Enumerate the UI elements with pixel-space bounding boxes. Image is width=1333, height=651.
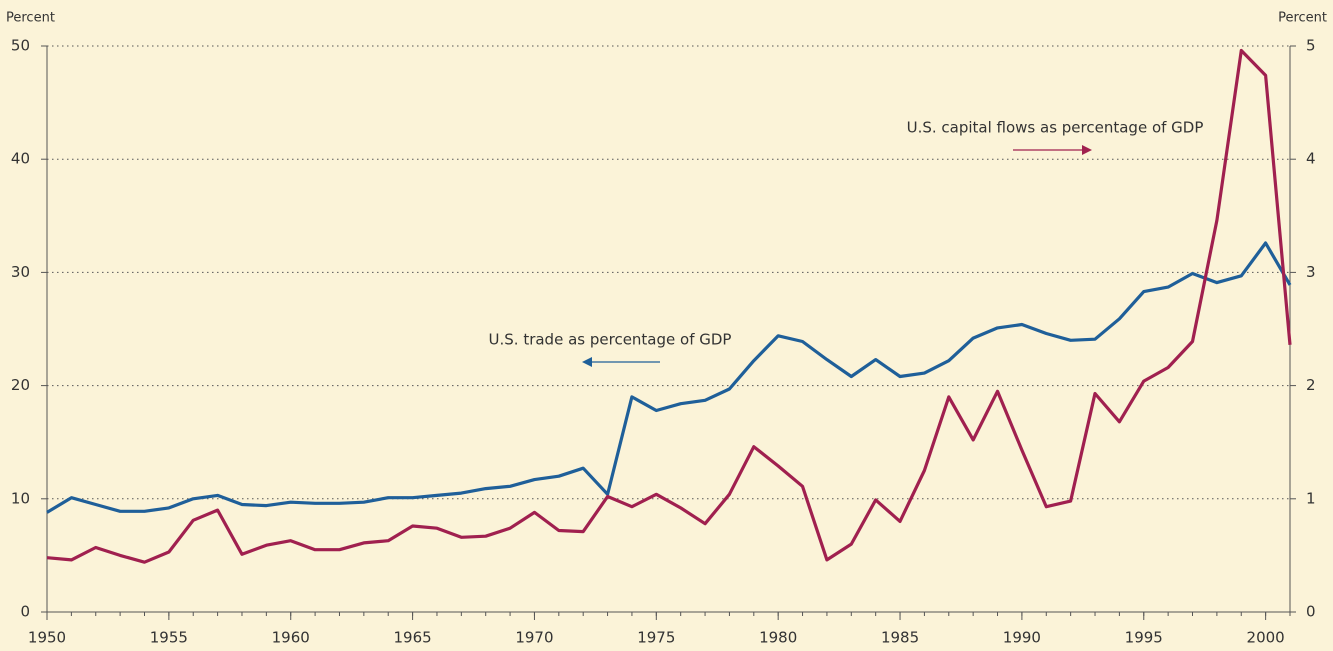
x-tick-label: 1975 [637,629,675,647]
y2-tick-label: 2 [1306,376,1316,394]
y2-tick-label: 1 [1306,489,1316,507]
y2-axis-label: Percent [1278,11,1327,26]
y-tick-label: 10 [11,489,30,507]
x-tick-label: 1965 [393,629,431,647]
annotation: U.S. trade as percentage of GDP [489,331,732,349]
annotation: U.S. capital flows as percentage of GDP [907,119,1204,137]
y-tick-label: 50 [11,37,30,55]
x-tick-label: 1980 [759,629,797,647]
y-tick-label: 40 [11,150,30,168]
arrow-head [1082,145,1092,155]
x-tick-label: 2000 [1247,629,1285,647]
series-line [46,241,1292,514]
y-tick-label: 20 [11,376,30,394]
y-tick-label: 30 [11,263,30,281]
x-tick-label: 1995 [1125,629,1163,647]
y2-tick-label: 5 [1306,37,1316,55]
y2-tick-label: 4 [1306,150,1316,168]
series-line [46,48,1292,564]
x-tick-label: 1960 [272,629,310,647]
y2-tick-label: 3 [1306,263,1316,281]
y2-tick-label: 0 [1306,603,1316,621]
arrow-head [582,357,592,367]
x-tick-label: 1970 [515,629,553,647]
x-tick-label: 1955 [150,629,188,647]
x-tick-label: 1950 [28,629,66,647]
x-tick-label: 1985 [881,629,919,647]
x-tick-label: 1990 [1003,629,1041,647]
y-axis-label: Percent [6,11,55,26]
y-tick-label: 0 [20,603,30,621]
